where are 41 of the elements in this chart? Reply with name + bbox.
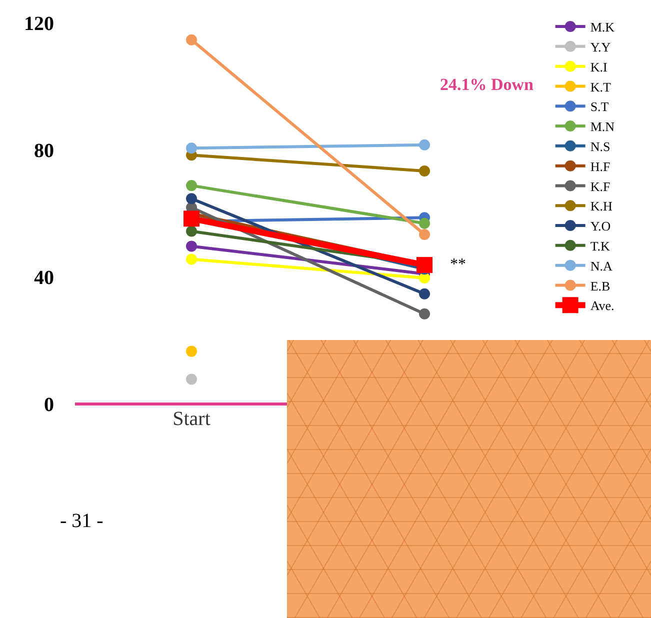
point [186, 226, 197, 237]
annotation: ** [450, 256, 466, 273]
point [186, 254, 197, 265]
point [419, 218, 430, 229]
point [186, 193, 197, 204]
point [419, 288, 430, 300]
point [416, 256, 432, 273]
point [186, 34, 197, 46]
point [419, 165, 430, 176]
legend-label: K.H [590, 198, 612, 214]
legend-label: E.B [590, 278, 611, 294]
legend-label: T.K [590, 238, 611, 254]
legend-label: K.I [590, 59, 608, 74]
x-tick-label: Start [172, 408, 211, 430]
legend-label: N.S [590, 138, 610, 154]
legend-label: Ave. [590, 298, 614, 314]
y-tick-label: 80 [34, 140, 54, 162]
text: - 31 - [60, 510, 104, 532]
legend-label: M.N [590, 119, 616, 134]
point [186, 240, 197, 252]
point [419, 228, 430, 240]
legend-label: K.T [590, 79, 611, 94]
y-tick-label: 120 [24, 13, 54, 35]
annotation: 24.1% Down [440, 75, 534, 94]
legend-label: S.T [590, 99, 609, 114]
point [419, 272, 430, 284]
point [184, 210, 200, 227]
point [186, 374, 197, 385]
point [419, 139, 430, 150]
legend-label: K.F [590, 178, 610, 194]
legend-label: Y.Y [590, 39, 612, 54]
y-tick-label: 0 [44, 394, 54, 416]
legend-label: N.A [590, 258, 613, 274]
point [186, 346, 197, 357]
y-tick-label: 40 [34, 267, 54, 289]
legend-label: H.F [590, 158, 610, 174]
legend-label: M.K [590, 20, 616, 35]
point [419, 308, 430, 320]
point [186, 180, 197, 192]
point [186, 142, 197, 154]
legend-label: Y.O [590, 218, 611, 234]
